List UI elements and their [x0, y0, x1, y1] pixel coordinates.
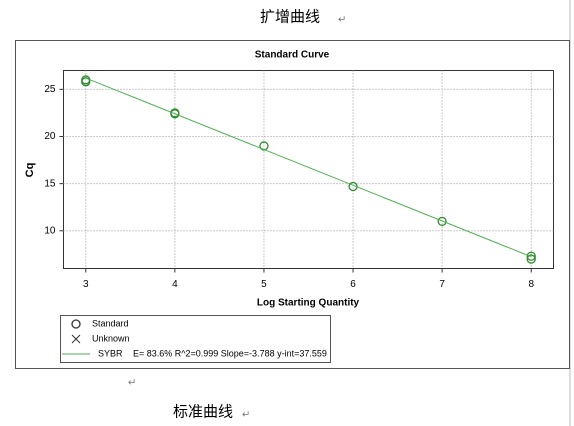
plot-area [63, 70, 554, 269]
x-tick-label: 8 [528, 279, 534, 290]
x-axis-label: Log Starting Quantity [257, 298, 360, 309]
x-tick-label: 5 [261, 279, 267, 290]
y-tick-label: 20 [44, 131, 56, 142]
y-tick-label: 10 [44, 225, 56, 236]
data-point [437, 216, 447, 227]
x-tick-label: 7 [439, 279, 445, 290]
legend-label: Unknown [92, 333, 130, 343]
legend [60, 315, 331, 363]
y-tick-label: 25 [44, 84, 56, 95]
data-point [526, 251, 536, 261]
x-tick-label: 6 [350, 279, 356, 290]
fit-line [85, 77, 532, 258]
y-tick-label: 15 [44, 178, 56, 189]
chart-frame [15, 40, 570, 369]
legend-marker [71, 334, 81, 344]
paragraph-mark: ↵ [128, 378, 136, 389]
caption: 标准曲线 [173, 403, 233, 421]
data-point [81, 77, 91, 87]
legend-label: SYBR [98, 348, 123, 358]
chart-title: Standard Curve [255, 50, 330, 61]
legend-label: Standard [92, 318, 129, 328]
data-point [526, 254, 536, 264]
x-tick-label: 3 [83, 279, 89, 290]
legend-equation: E= 83.6% R^2=0.999 Slope=-3.788 y-int=37… [133, 348, 327, 358]
y-axis-label: Cq [24, 163, 36, 178]
x-tick-label: 4 [172, 279, 178, 290]
data-point [170, 109, 180, 119]
legend-marker [71, 319, 81, 329]
paragraph-mark: ↵ [242, 410, 250, 421]
caption: 扩增曲线 [260, 8, 320, 26]
paragraph-mark: ↵ [338, 15, 346, 26]
